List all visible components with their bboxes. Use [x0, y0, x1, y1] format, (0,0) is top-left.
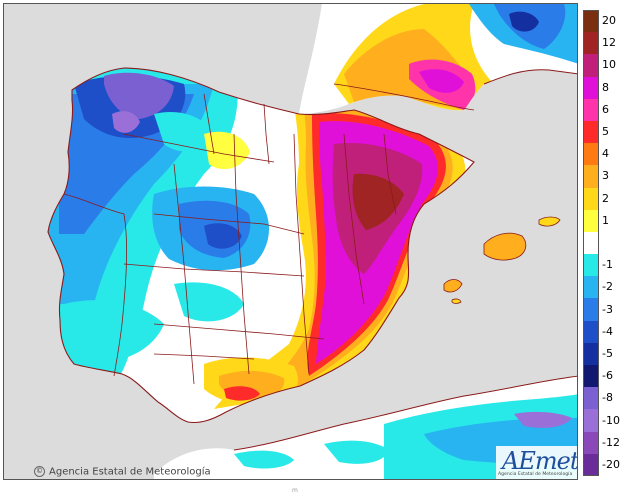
legend-label: 20 [602, 14, 616, 28]
legend-label: -4 [602, 324, 613, 338]
copyright-icon: © [34, 466, 45, 477]
legend-swatch [583, 98, 599, 122]
legend-swatch [583, 120, 599, 144]
aemet-logo: AEmet Agencia Estatal de Meteorología [496, 446, 578, 479]
legend-swatch [583, 54, 599, 78]
balearic-islands [443, 216, 561, 304]
legend-swatch [583, 365, 599, 388]
legend-label: -1 [602, 258, 613, 272]
island-formentera [451, 298, 462, 304]
island-mallorca [483, 232, 527, 261]
legend-swatch [583, 276, 599, 299]
legend-label: -8 [602, 391, 613, 405]
legend-label: 6 [602, 102, 609, 116]
legend-label: -6 [602, 369, 613, 383]
legend-swatch [583, 320, 599, 344]
legend-swatch [583, 32, 599, 55]
legend-label: -20 [602, 457, 620, 471]
legend-label: 12 [602, 36, 616, 50]
legend-label: 3 [602, 169, 609, 183]
legend-label: 10 [602, 58, 616, 72]
copyright-text: Agencia Estatal de Meteorología [49, 466, 211, 478]
legend-swatch [583, 10, 599, 33]
legend-label: 4 [602, 147, 609, 161]
legend-label: -2 [602, 280, 613, 294]
island-ibiza [443, 279, 463, 293]
legend-label: 1 [602, 213, 609, 227]
legend-swatch [583, 387, 599, 410]
legend-swatch [583, 431, 599, 455]
legend-label: 5 [602, 125, 609, 139]
legend-swatch [583, 298, 599, 322]
legend-swatch [583, 187, 599, 211]
legend-swatch [583, 342, 599, 366]
legend-swatch [583, 143, 599, 166]
footer-mark: m [292, 487, 298, 494]
logo-subtext: Agencia Estatal de Meteorología [498, 472, 573, 477]
legend-swatch [583, 165, 599, 189]
legend-swatch [583, 209, 599, 233]
anomaly-map: © Agencia Estatal de Meteorología AEmet A… [3, 3, 578, 480]
legend-swatch [583, 76, 599, 100]
island-menorca [538, 216, 561, 227]
legend-swatch [583, 409, 599, 433]
logo-wordmark: AEmet [502, 447, 578, 475]
legend-label: -10 [602, 413, 620, 427]
france-landmass [284, 4, 577, 114]
map-canvas [4, 4, 577, 479]
legend-frame [583, 10, 599, 476]
copyright-notice: © Agencia Estatal de Meteorología [34, 466, 211, 478]
legend-label: 8 [602, 80, 609, 94]
legend-swatch [583, 231, 599, 255]
legend-label: 2 [602, 191, 609, 205]
legend-swatch [583, 453, 599, 477]
legend-label: -12 [602, 435, 620, 449]
legend-label: -5 [602, 346, 613, 360]
color-legend: 20 12 10 8 6 5 4 3 2 1 -1 -2 -3 -4 -5 -6 -8 -10 -12 -20 [583, 10, 629, 480]
borders [47, 67, 577, 451]
legend-label: -3 [602, 302, 613, 316]
legend-swatch [583, 254, 599, 277]
